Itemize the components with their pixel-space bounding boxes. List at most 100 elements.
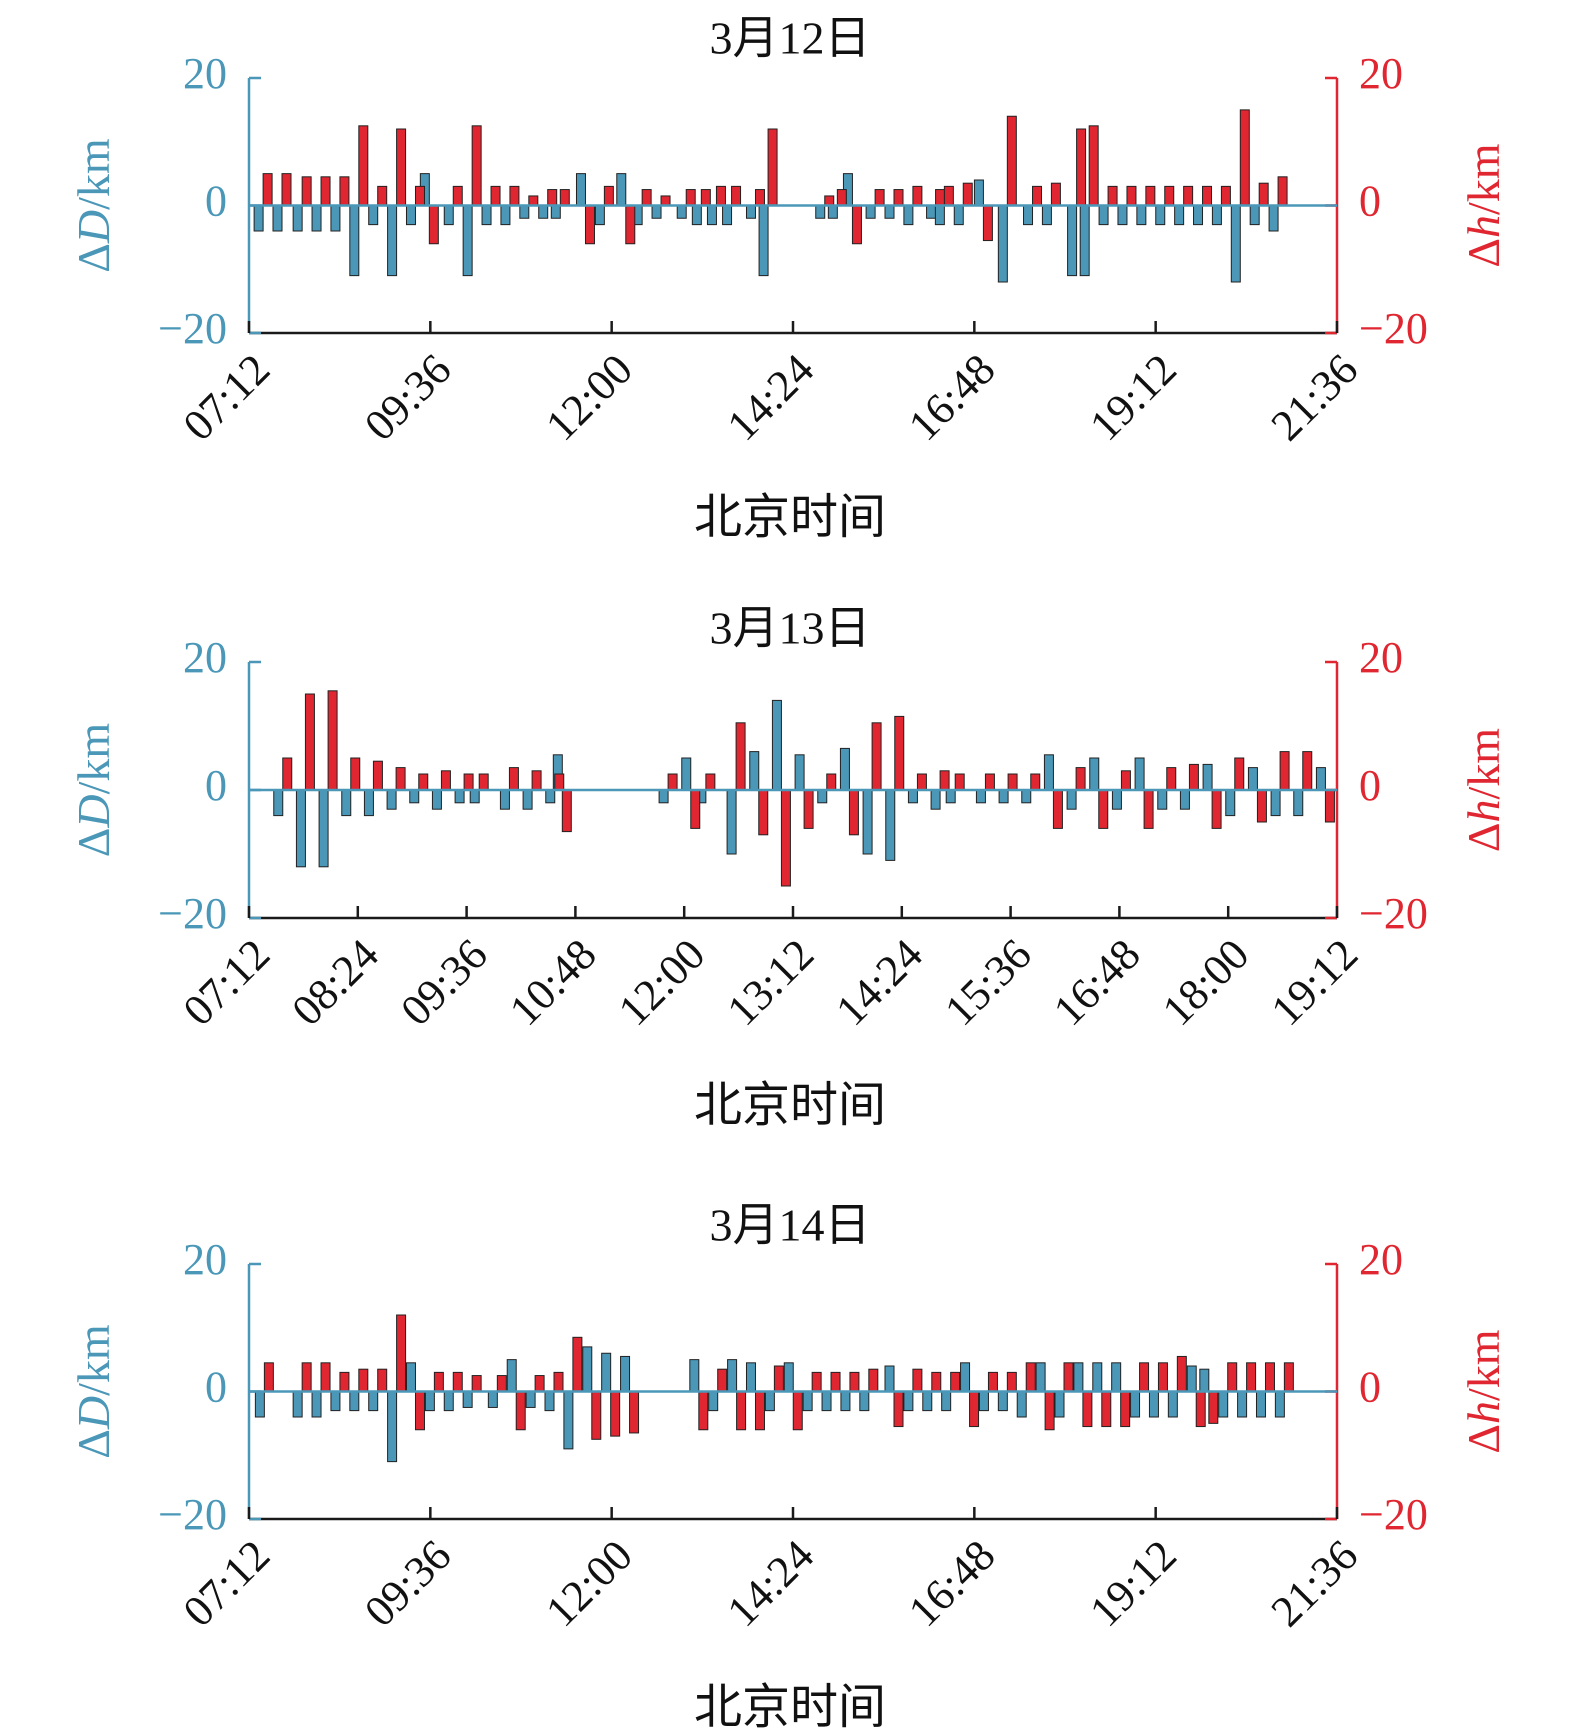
delta-d-bar [538, 205, 549, 219]
delta-d-bar [821, 1391, 832, 1412]
delta-h-bar [418, 773, 429, 791]
delta-d-bar [424, 1391, 435, 1412]
delta-d-bar [941, 1391, 952, 1412]
delta-d-bar [487, 1391, 498, 1408]
delta-d-bar [975, 789, 986, 804]
left-y-axis-label: ΔD/km [68, 1324, 119, 1459]
x-tick-label: 07:12 [174, 930, 280, 1036]
delta-h-bar [610, 1391, 621, 1437]
delta-h-bar [1302, 751, 1313, 791]
delta-d-bar [330, 1391, 341, 1412]
delta-d-bar [1148, 1391, 1159, 1418]
delta-h-bar [629, 1391, 640, 1434]
delta-d-bar [499, 789, 510, 810]
left-y-tick-label: 20 [183, 1235, 227, 1284]
delta-h-bar [263, 1362, 274, 1392]
delta-h-bar [1075, 767, 1086, 791]
delta-h-bar [667, 773, 678, 791]
delta-h-bar [982, 205, 993, 242]
delta-d-bar [254, 1391, 265, 1418]
delta-d-bar [341, 789, 352, 817]
delta-d-bar [865, 205, 876, 219]
delta-h-bar [358, 125, 369, 206]
delta-d-bar [349, 1391, 360, 1412]
delta-h-bar [350, 757, 361, 791]
delta-h-bar [281, 173, 292, 206]
right-y-tick-label: 20 [1359, 1235, 1403, 1284]
right-y-tick-label: −20 [1359, 1490, 1428, 1539]
delta-h-bar [1063, 1362, 1074, 1392]
delta-d-bar [387, 205, 398, 277]
delta-h-bar [1007, 773, 1018, 791]
delta-h-bar [1183, 185, 1194, 206]
delta-h-bar [1202, 185, 1213, 206]
delta-d-bar [926, 205, 937, 219]
delta-h-bar [1126, 185, 1137, 206]
chart-panel: 3月12日 20 20 0 0 −20 −20 ΔD/km Δh/km 07:12 09:36 12:… [68, 13, 1509, 544]
delta-d-bar [1130, 1391, 1141, 1418]
delta-d-bar [708, 1391, 719, 1412]
x-tick-label: 16:48 [899, 1531, 1005, 1637]
delta-d-bar [1079, 205, 1090, 277]
delta-d-bar [1255, 1391, 1266, 1418]
delta-d-bar [922, 1391, 933, 1412]
x-tick-label: 21:36 [1262, 345, 1368, 451]
delta-h-bar [301, 1362, 312, 1392]
delta-h-bar [758, 789, 769, 836]
delta-h-bar [1324, 789, 1335, 823]
x-tick-label: 10:48 [500, 930, 606, 1036]
delta-h-bar [1120, 1391, 1131, 1428]
delta-h-bar [984, 773, 995, 791]
delta-h-bar [1143, 789, 1154, 829]
delta-d-bar [1315, 767, 1326, 791]
delta-h-bar [685, 189, 696, 206]
delta-d-bar [330, 205, 341, 232]
x-tick-label: 19:12 [1080, 1531, 1186, 1637]
delta-d-bar [903, 1391, 914, 1412]
delta-h-bar [773, 1365, 784, 1392]
delta-h-bar [377, 1368, 388, 1392]
delta-h-bar [463, 773, 474, 791]
delta-d-bar [1067, 205, 1078, 277]
delta-h-bar [584, 205, 595, 245]
delta-d-bar [1179, 789, 1190, 810]
delta-d-bar [885, 789, 896, 861]
delta-h-bar [1025, 1362, 1036, 1392]
delta-h-bar [554, 773, 565, 791]
delta-h-bar [572, 1336, 583, 1392]
x-tick-label: 14:24 [718, 345, 824, 451]
delta-d-bar [745, 205, 756, 219]
delta-h-bar [848, 789, 859, 836]
delta-h-bar [912, 1368, 923, 1392]
delta-h-bar [811, 1371, 822, 1392]
delta-d-bar [903, 205, 914, 226]
delta-h-bar [471, 125, 482, 206]
delta-d-bar [973, 179, 984, 206]
delta-h-bar [931, 1371, 942, 1392]
delta-h-bar [824, 195, 835, 206]
delta-h-bar [559, 189, 570, 206]
delta-d-bar [405, 205, 416, 226]
delta-h-bar [547, 189, 558, 206]
delta-d-bar [1098, 205, 1109, 226]
delta-h-bar [1044, 1391, 1055, 1431]
delta-h-bar [849, 1371, 860, 1392]
delta-d-bar [749, 751, 760, 791]
delta-h-bar [1258, 182, 1269, 206]
x-tick-label: 09:36 [355, 345, 461, 451]
chart-title: 3月12日 [710, 13, 871, 64]
delta-h-bar [939, 770, 950, 791]
delta-h-bar [1176, 1355, 1187, 1392]
delta-d-bar [827, 205, 838, 219]
delta-h-bar [301, 176, 312, 206]
delta-d-bar [783, 1362, 794, 1392]
delta-d-bar [1089, 757, 1100, 791]
delta-d-bar [601, 1352, 612, 1392]
delta-d-bar [292, 205, 303, 232]
delta-d-bar [794, 754, 805, 791]
delta-d-bar [363, 789, 374, 817]
delta-h-bar [1006, 1371, 1017, 1392]
delta-d-bar [1167, 1391, 1178, 1418]
delta-d-bar [691, 205, 702, 226]
delta-d-bar [1247, 767, 1258, 791]
